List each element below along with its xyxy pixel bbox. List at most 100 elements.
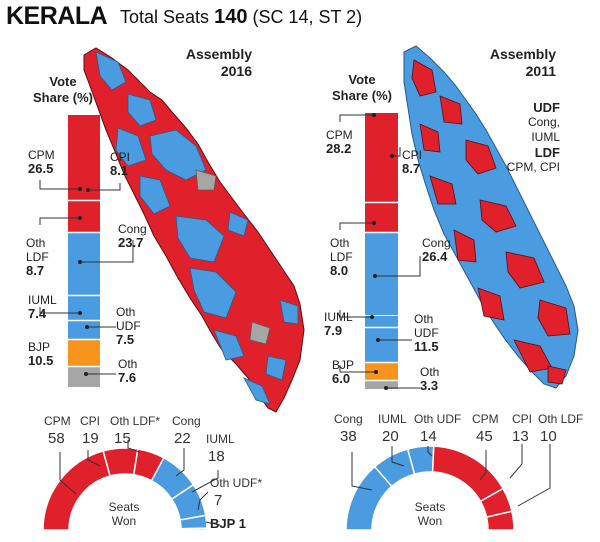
arc-2011-segment-oth-ldf [485, 510, 515, 531]
vs-2016-iuml: IUML 7.4 [28, 293, 57, 321]
vs-2011-oth-ldf: Oth LDF 8.0 [330, 236, 366, 278]
vs-2011-cpm-value: 28.2 [326, 141, 352, 156]
seat-leaders-2011 [351, 444, 551, 507]
vs-2016-bjp: BJP 10.5 [28, 340, 53, 368]
vs-2011-oth-ldf-party: Oth LDF [330, 236, 353, 264]
seats-won-2011-line1: Seats [414, 500, 446, 514]
bar-2011-oth-ldf [365, 207, 398, 232]
vs-2011-iuml: IUML 7.9 [324, 310, 353, 338]
vs-2016-cpi-party: CPI [110, 150, 131, 164]
arc-2011-segment-cpm [431, 445, 505, 503]
seats-won-2016-line1: Seats [108, 500, 140, 514]
heading-2011: Assembly 2011 [464, 46, 556, 80]
vs-2016-oth: Oth 7.6 [118, 357, 137, 385]
seats-won-2011-line2: Won [417, 514, 443, 528]
seats-2016-bjp-party: BJP [210, 516, 236, 531]
arc-2016-segment-cpi [102, 447, 139, 477]
vs-2016-cpm-party: CPM [28, 148, 55, 162]
title-total-seats: 140 [214, 6, 248, 28]
vs-2011-oth-udf: Oth UDF 11.5 [414, 312, 450, 354]
vs-2011-cpi-value: 8.7 [402, 161, 421, 176]
vs-2011-oth-party: Oth [420, 365, 440, 379]
bar-2011-bjp [365, 363, 398, 380]
map-kerala-2016 [83, 47, 305, 413]
seats-2016-oth-ldf-party: Oth LDF* [110, 414, 161, 428]
heading-2011-line1: Assembly [489, 46, 556, 62]
vs-2016-iuml-value: 7.4 [28, 306, 47, 321]
seats-2016-cong-count: 22 [174, 430, 191, 447]
seats-2016-bjp: BJP 1 [210, 516, 246, 531]
legend-2011: UDF Cong, IUML LDF CPM, CPI [500, 100, 560, 175]
seats-2016-cpi-count: 19 [82, 430, 99, 447]
seats-arc-2016 [42, 447, 208, 531]
vs-2011-cpi-party: CPI [402, 148, 423, 162]
seats-2016-cpm-count: 58 [48, 430, 65, 447]
vs-2016-oth-ldf-value: 8.7 [26, 263, 45, 278]
bar-2016-cong [68, 233, 100, 295]
bar-2011-oth [365, 381, 398, 389]
seats-2011-cpi-count: 13 [512, 428, 529, 445]
seats-2011-cpm-party: CPM [472, 412, 499, 426]
seats-2016-oth-ldf-count: 15 [114, 430, 131, 447]
vs-2016-oth-udf-party: Oth UDF [116, 305, 141, 333]
seats-2016-oth-udf-count: 7 [214, 492, 223, 509]
legend-udf-label: UDF [533, 100, 560, 115]
seats-2011-oth-ldf-count: 10 [540, 428, 557, 445]
seats-2016-iuml-party: IUML [206, 432, 235, 446]
vs-2016-oth-party: Oth [118, 357, 138, 371]
vs-2011-cong-value: 26.4 [422, 249, 448, 264]
heading-2016: Assembly 2016 [160, 46, 252, 80]
seats-won-title-2016: Seats Won [98, 500, 150, 528]
seats-2011-oth-udf-count: 14 [420, 428, 437, 445]
vs-2016-cpi-value: 8.1 [110, 163, 129, 178]
vs-2011-oth-udf-party: Oth UDF [414, 312, 439, 340]
seats-arc-2011 [345, 445, 515, 531]
vs-2016-cpi: CPI 8.1 [110, 150, 130, 178]
bar-2016-oth [68, 367, 100, 387]
arc-2016-segment-bjp [180, 527, 208, 531]
legend-ldf-parties: CPM, CPI [506, 160, 560, 174]
vs-2016-bjp-value: 10.5 [28, 353, 54, 368]
seats-2011-cpm-count: 45 [476, 428, 493, 445]
bar-2011-cong [365, 233, 398, 315]
vs-2016-cpm: CPM 26.5 [28, 148, 55, 176]
bar-2011-oth-udf [365, 328, 398, 362]
vs-2011-cpm: CPM 28.2 [326, 128, 353, 156]
vs-2011-cong-party: Cong [422, 236, 451, 250]
vote-share-title-2011-line2: Share (%) [332, 88, 392, 103]
seats-2016-oth-udf-party: Oth UDF* [210, 476, 263, 490]
vs-2016-cong: Cong 23.7 [118, 222, 147, 250]
bar-2016-oth-udf [68, 321, 100, 339]
title-subtitle: Total Seats 140 (SC 14, ST 2) [120, 6, 362, 29]
title-reserved: (SC 14, ST 2) [252, 7, 363, 27]
title-prefix: Total Seats [120, 7, 210, 27]
vote-share-bar-2011 [339, 113, 421, 390]
seats-2011-iuml-count: 20 [382, 428, 399, 445]
heading-2016-line1: Assembly [185, 46, 252, 62]
seats-2016-bjp-count: 1 [238, 516, 246, 531]
vs-2016-cong-party: Cong [118, 222, 147, 236]
vs-2016-oth-udf: Oth UDF 7.5 [116, 305, 152, 347]
vote-share-title-2016: Vote Share (%) [26, 74, 100, 106]
seats-2011-oth-udf-party: Oth UDF [414, 412, 462, 426]
vote-share-title-2011-line1: Vote [348, 72, 376, 87]
bar-2016-bjp [68, 340, 100, 366]
vote-share-title-2016-line2: Share (%) [33, 90, 93, 105]
vs-2011-oth-ldf-value: 8.0 [330, 263, 349, 278]
vs-2011-cong: Cong 26.4 [422, 236, 451, 264]
bar-2016-cpm [68, 115, 100, 200]
vs-2016-oth-value: 7.6 [118, 370, 137, 385]
title-state: KERALA [6, 2, 108, 30]
seats-2011-cpi-party: CPI [512, 412, 533, 426]
vs-2011-bjp: BJP 6.0 [332, 358, 354, 386]
seats-2011-iuml-party: IUML [378, 412, 407, 426]
seats-2011-cong-party: Cong [334, 412, 363, 426]
vote-share-bar-2016 [39, 115, 134, 387]
seats-2016-cong-party: Cong [172, 414, 201, 428]
vote-share-title-2011: Vote Share (%) [322, 72, 402, 104]
seats-2016-iuml-count: 18 [208, 448, 225, 465]
heading-2011-line2: 2011 [525, 63, 556, 79]
seats-won-title-2011: Seats Won [404, 500, 456, 528]
vs-2011-bjp-party: BJP [332, 358, 355, 372]
